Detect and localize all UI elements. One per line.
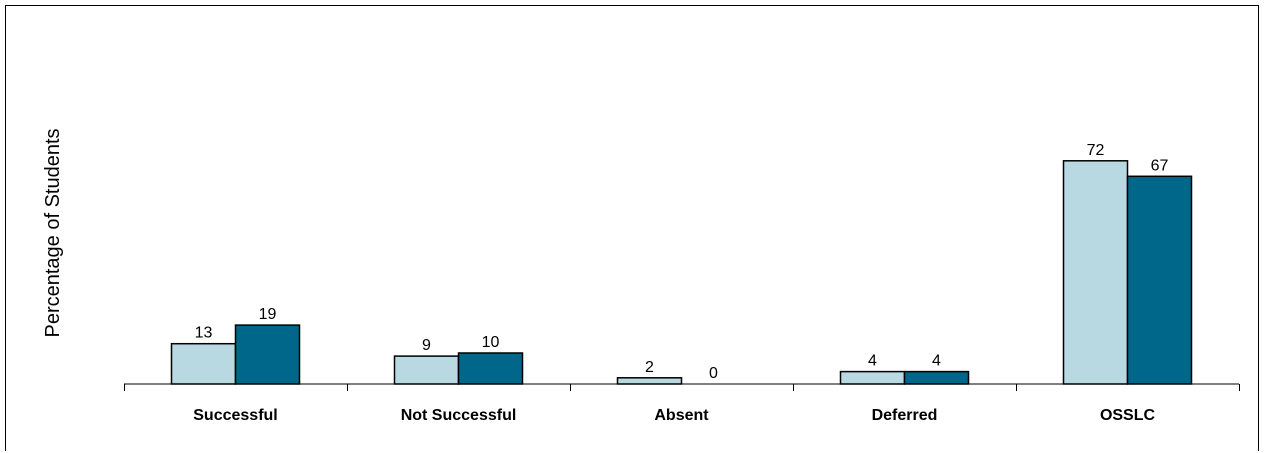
data-label: 0 bbox=[709, 365, 718, 382]
bar bbox=[903, 370, 970, 385]
data-labels-group: 13 19 9 10 2 0 4 4 72 67 bbox=[195, 142, 1169, 382]
chart-frame bbox=[5, 5, 1259, 451]
bar bbox=[839, 370, 906, 385]
bar bbox=[1062, 160, 1129, 385]
bar bbox=[393, 355, 460, 385]
bar bbox=[170, 342, 237, 385]
data-label: 4 bbox=[932, 353, 941, 370]
x-tick-label: Successful bbox=[193, 407, 277, 424]
x-axis: Successful Not Successful Absent Deferred OS… bbox=[124, 383, 1240, 424]
x-tick-label: OSSLC bbox=[1100, 407, 1156, 424]
bar bbox=[234, 324, 301, 385]
bar bbox=[1126, 175, 1193, 385]
x-tick-label: Absent bbox=[654, 407, 709, 424]
data-label: 10 bbox=[482, 334, 500, 351]
data-label: 13 bbox=[195, 325, 213, 342]
x-tick-label: Deferred bbox=[872, 407, 938, 424]
data-label: 4 bbox=[868, 353, 877, 370]
data-label: 19 bbox=[259, 306, 277, 323]
x-tick-label: Not Successful bbox=[401, 407, 517, 424]
data-label: 72 bbox=[1087, 142, 1105, 159]
bar bbox=[457, 352, 524, 385]
y-axis-title: Percentage of Students bbox=[42, 128, 64, 337]
data-label: 9 bbox=[422, 337, 431, 354]
data-label: 2 bbox=[645, 359, 654, 376]
bar bbox=[616, 377, 683, 385]
bars-group bbox=[170, 160, 1193, 385]
data-label: 67 bbox=[1151, 157, 1169, 174]
